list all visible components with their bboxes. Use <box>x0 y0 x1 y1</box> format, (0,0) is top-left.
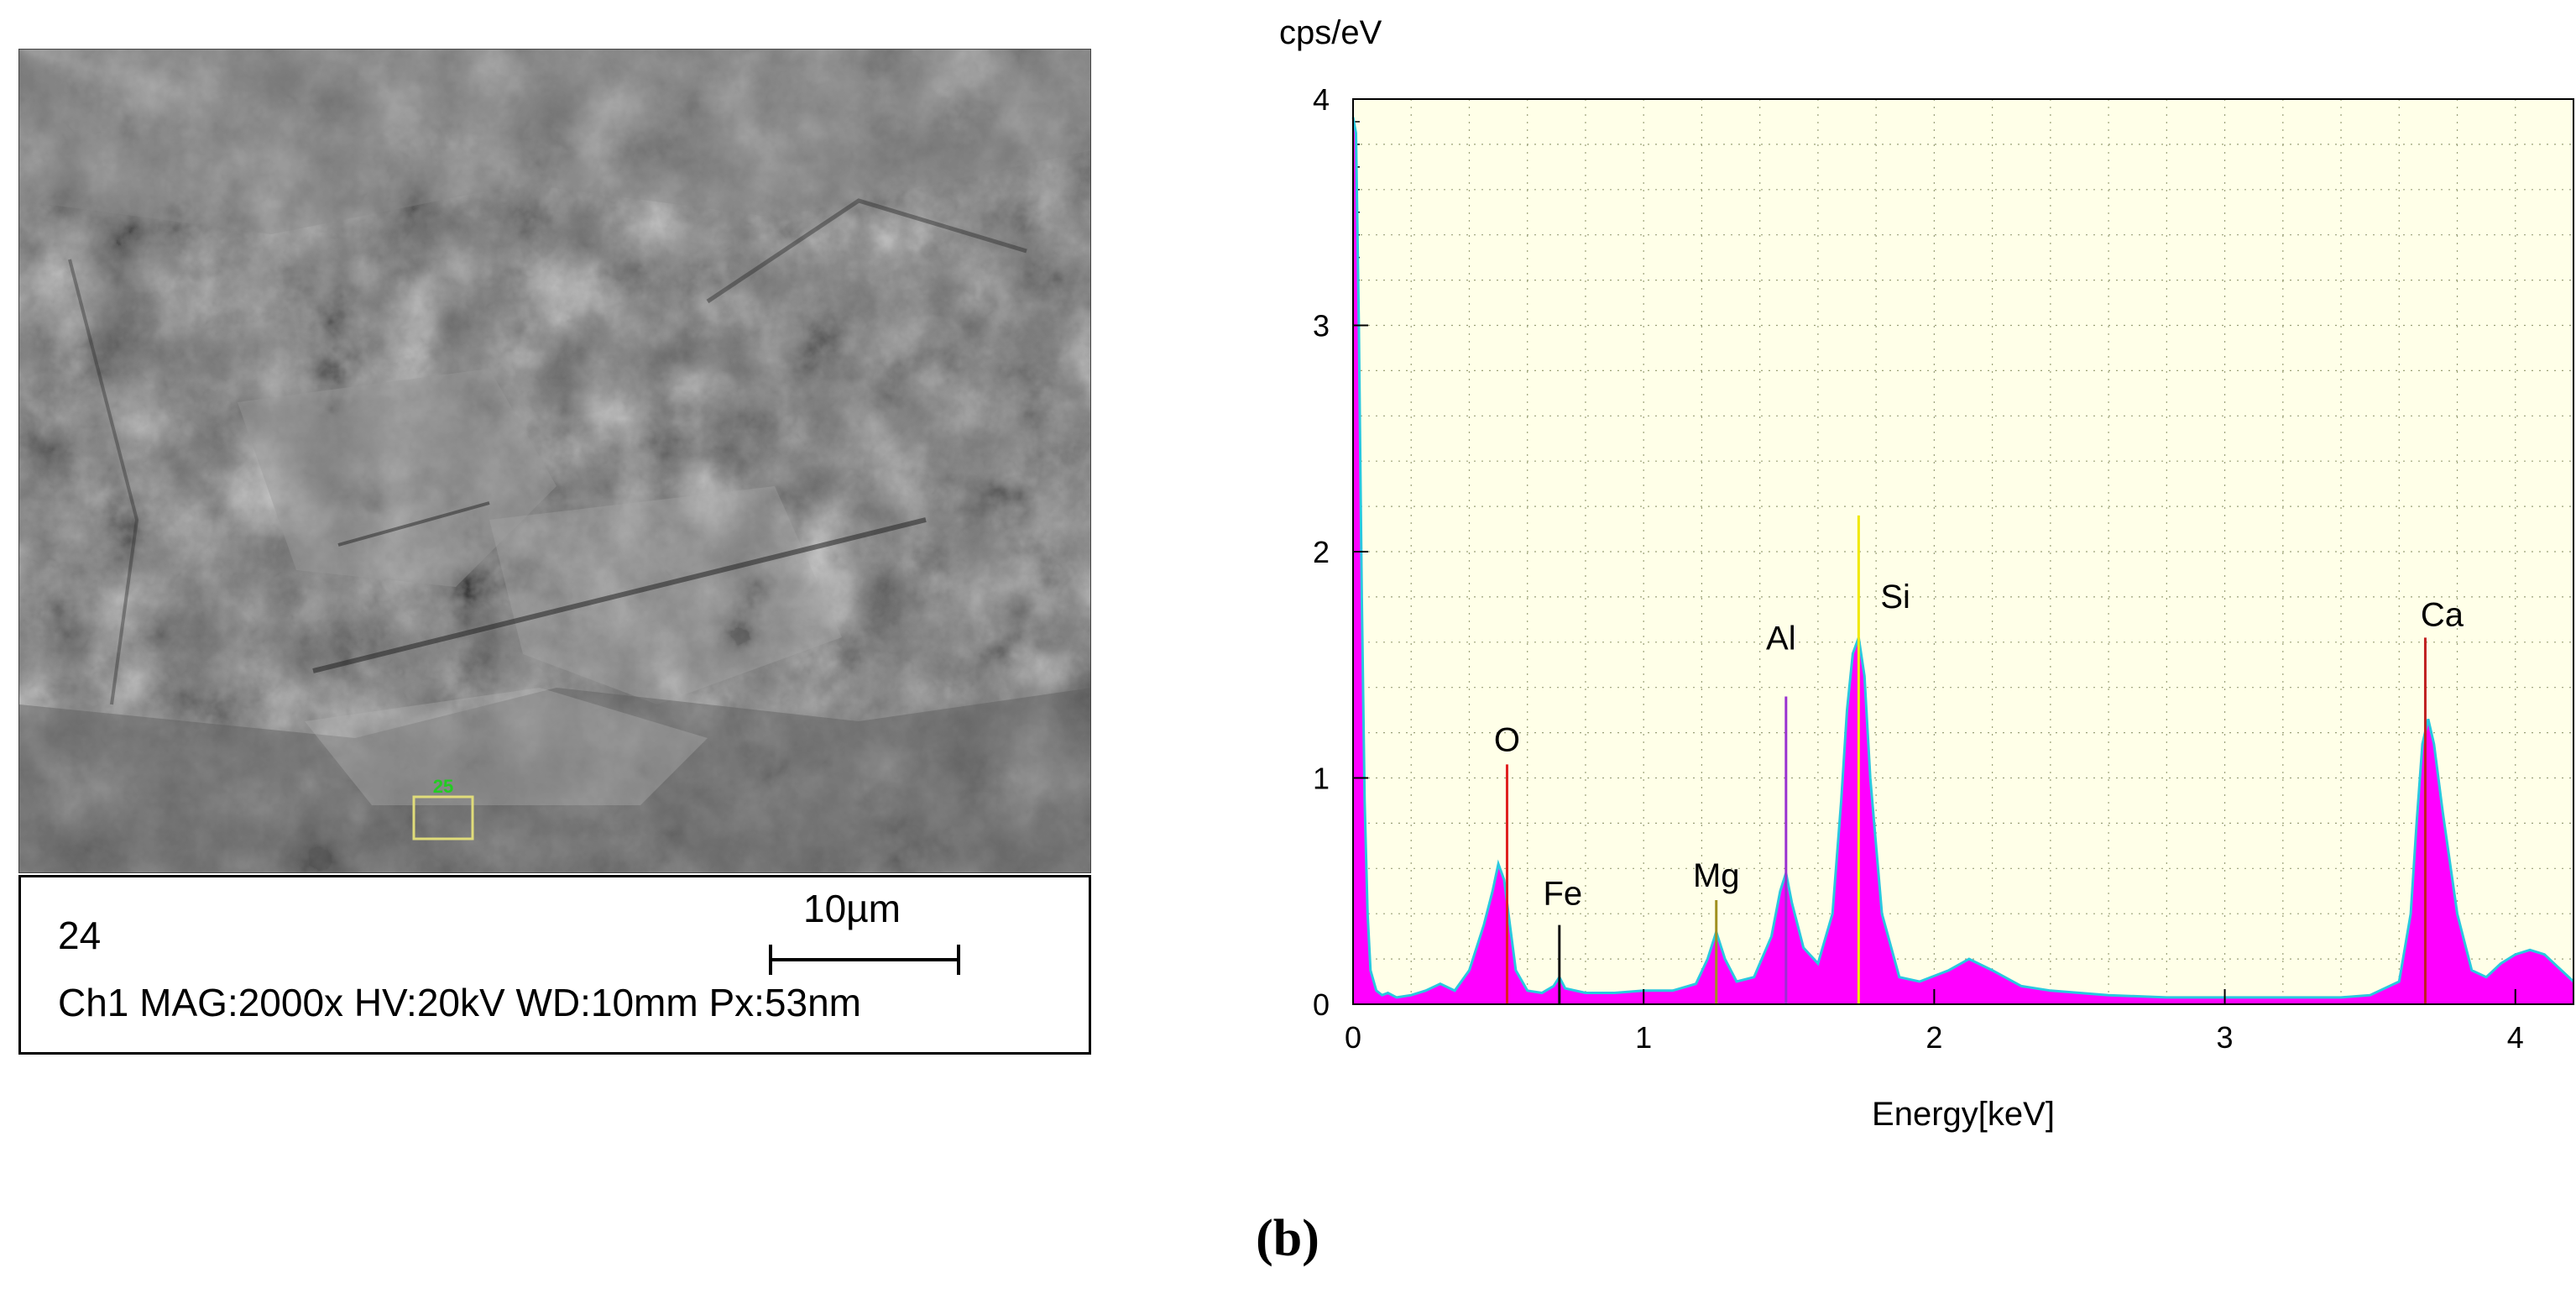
peak-label-fe: Fe <box>1543 876 1582 913</box>
y-tick-label: 4 <box>1313 82 1330 117</box>
peak-markers: O Fe Mg Al Si Ca <box>1494 515 2464 1004</box>
x-tick-label: 2 <box>1925 1020 1942 1055</box>
frame-number: 24 <box>58 914 102 957</box>
x-tick-label: 1 <box>1635 1020 1652 1055</box>
spectrum-outline <box>1351 117 2575 999</box>
x-tick-label: 4 <box>2507 1020 2524 1055</box>
roi-label: 25 <box>433 776 453 797</box>
scale-bar-label: 10µm <box>803 887 901 930</box>
scale-bar <box>769 945 960 975</box>
sem-micrograph-texture: 25 <box>19 50 1090 872</box>
y-tick-label: 0 <box>1313 987 1330 1022</box>
y-axis-label: cps/eV <box>1279 14 1382 51</box>
roi-box <box>412 795 474 841</box>
peak-label-mg: Mg <box>1693 857 1740 894</box>
peak-label-al: Al <box>1766 620 1796 657</box>
y-tick-label: 2 <box>1313 535 1330 569</box>
sem-panel: 25 24 Ch1 MAG:2000x HV:20kV WD:10mm Px:5… <box>18 49 1091 1055</box>
peak-label-o: O <box>1494 721 1520 758</box>
y-tick-label: 1 <box>1313 762 1330 796</box>
peak-label-si: Si <box>1880 579 1910 615</box>
axis-ticks: 0 1 2 3 4 0 1 2 3 4 <box>1313 82 2524 1055</box>
x-tick-label: 3 <box>2217 1020 2234 1055</box>
sem-micrograph: 25 <box>18 49 1091 873</box>
plot-area <box>1353 99 2573 1004</box>
y-tick-label: 3 <box>1313 309 1330 343</box>
sem-info-bar: 24 Ch1 MAG:2000x HV:20kV WD:10mm Px:53nm… <box>18 875 1091 1055</box>
x-tick-label: 0 <box>1345 1020 1361 1055</box>
eds-spectrum-chart: cps/eV O Fe Mg Al Si Ca 0 1 2 3 4 0 1 2 3 4 Energy[keV… <box>1279 14 2575 1133</box>
x-axis-label: Energy[keV] <box>1872 1096 2055 1133</box>
panel-label: (b) <box>1256 1210 1319 1267</box>
spectrum-fill <box>1353 117 2573 1005</box>
acquisition-parameters: Ch1 MAG:2000x HV:20kV WD:10mm Px:53nm <box>58 981 861 1024</box>
peak-label-ca: Ca <box>2421 596 2464 633</box>
